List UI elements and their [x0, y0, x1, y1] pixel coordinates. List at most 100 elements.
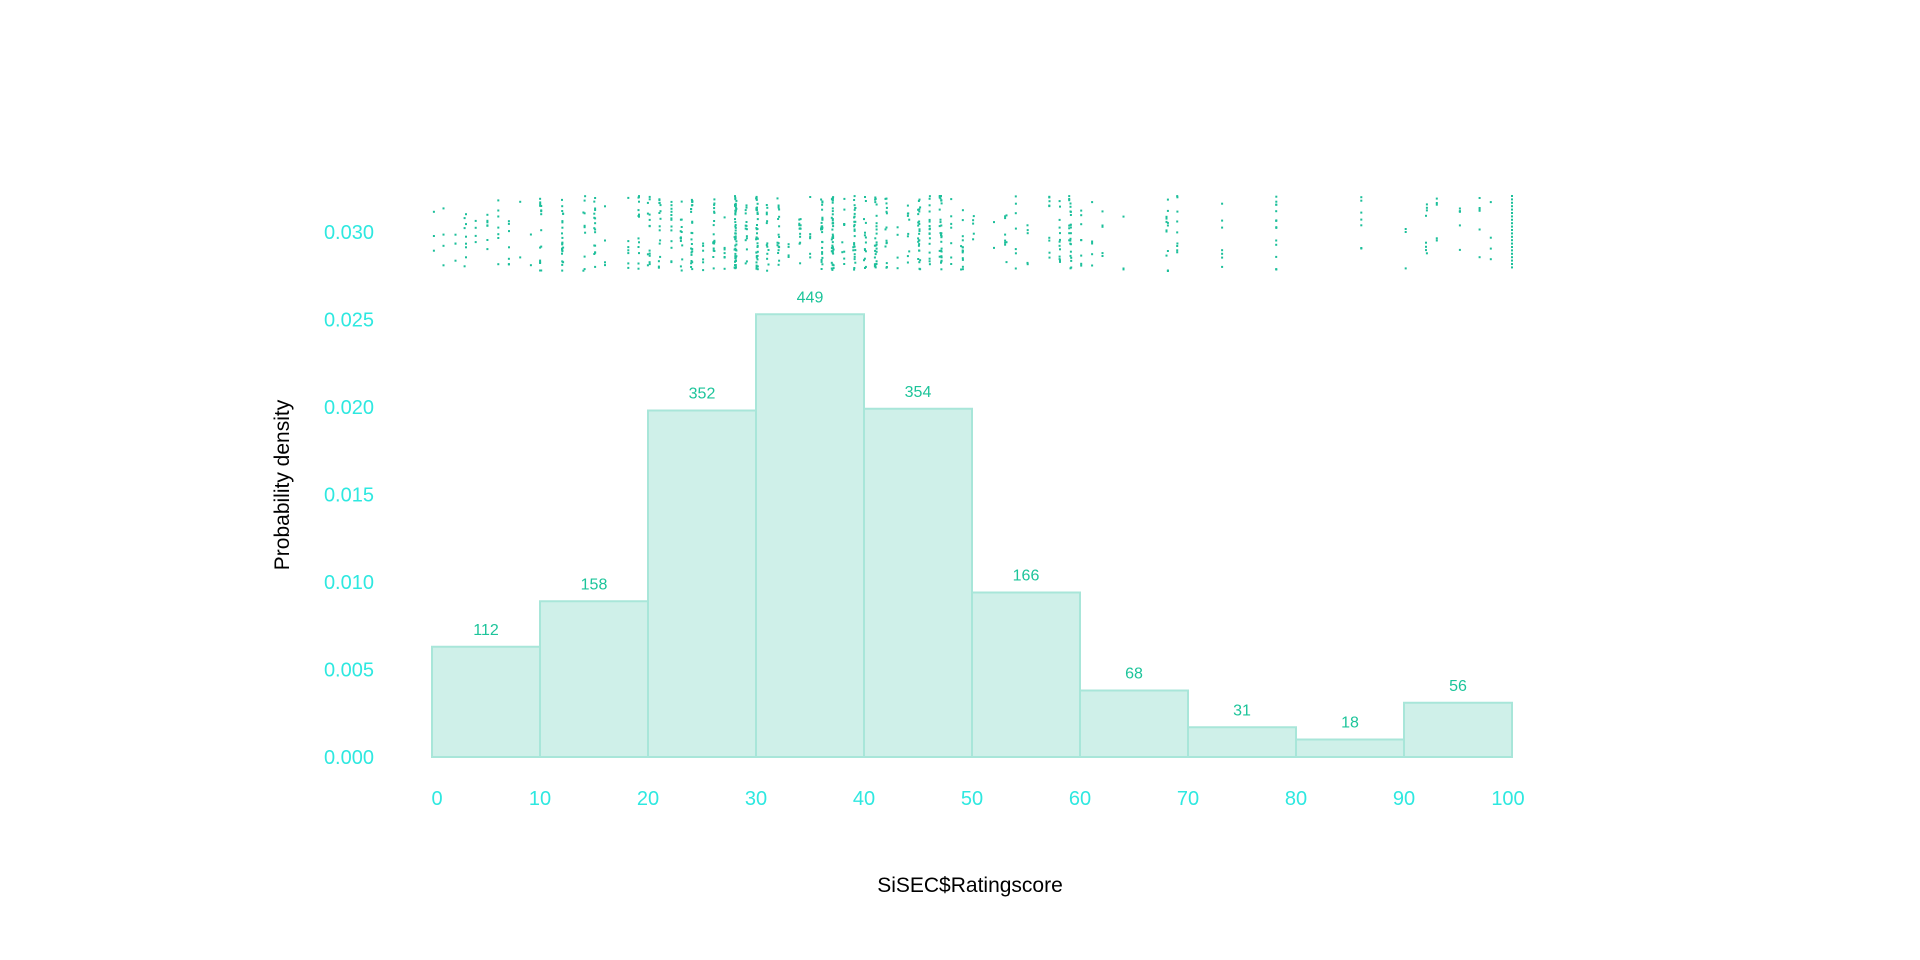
rug-mark	[1058, 240, 1061, 243]
rug-mark	[734, 252, 737, 255]
rug-mark	[745, 224, 748, 227]
rug-mark	[670, 260, 673, 263]
rug-mark	[583, 212, 586, 215]
rug-mark	[755, 261, 758, 264]
rug-mark	[648, 198, 651, 201]
rug-mark	[1048, 251, 1051, 254]
rug-mark	[1511, 198, 1513, 201]
rug-mark	[734, 213, 737, 216]
x-tick-label: 0	[431, 788, 442, 810]
rug-mark	[1101, 252, 1104, 255]
rug-mark	[1404, 267, 1407, 270]
rug-mark	[474, 234, 477, 237]
rug-mark	[723, 246, 726, 249]
rug-mark	[594, 197, 597, 199]
rug-mark	[1165, 229, 1168, 232]
histogram-bar	[1403, 701, 1513, 758]
rug-mark	[1166, 269, 1169, 272]
rug-mark	[756, 242, 759, 245]
histogram-bar	[1187, 726, 1297, 758]
rug-mark	[875, 241, 878, 244]
rug-mark	[928, 257, 931, 260]
rug-mark	[820, 268, 823, 270]
rug-mark	[1489, 201, 1492, 204]
rug-mark	[832, 267, 835, 270]
rug-mark	[928, 197, 931, 200]
rug-mark	[961, 219, 964, 222]
rug-mark	[1511, 263, 1513, 265]
rug-mark	[1478, 228, 1481, 231]
rug-mark	[884, 228, 887, 231]
rug-mark	[454, 242, 457, 245]
rug-mark	[918, 208, 921, 211]
rug-mark	[679, 237, 682, 240]
rug-mark	[1005, 261, 1008, 264]
rug-mark	[507, 220, 510, 223]
rug-mark	[1014, 248, 1017, 251]
rug-mark	[874, 201, 877, 204]
rug-mark	[1511, 259, 1513, 262]
rug-mark	[1069, 214, 1072, 216]
rug-mark	[691, 250, 694, 253]
rug-mark	[875, 247, 878, 250]
rug-mark	[691, 200, 694, 203]
rug-mark	[777, 242, 780, 245]
rug-mark	[853, 258, 856, 261]
rug-mark	[1091, 264, 1094, 267]
rug-mark	[798, 222, 801, 225]
rug-mark	[658, 242, 661, 245]
rug-mark	[950, 263, 953, 265]
rug-mark	[918, 232, 921, 235]
rug-mark	[885, 226, 888, 229]
rug-mark	[864, 249, 866, 251]
rug-mark	[539, 269, 542, 272]
rug-mark	[821, 228, 824, 231]
rug-mark	[690, 253, 693, 256]
rug-mark	[702, 261, 705, 264]
rug-mark	[1176, 242, 1179, 245]
rug-mark	[734, 202, 737, 205]
rug-mark	[1360, 199, 1363, 202]
rug-mark	[778, 215, 781, 218]
rug-mark	[1435, 197, 1438, 200]
rug-mark	[1221, 256, 1224, 259]
histogram-bar	[539, 600, 649, 758]
rug-mark	[1176, 220, 1179, 223]
rug-mark	[777, 252, 780, 254]
rug-mark	[679, 218, 682, 221]
rug-mark	[1069, 232, 1072, 235]
rug-mark	[853, 204, 856, 207]
rug-mark	[1176, 196, 1179, 199]
rug-mark	[1275, 203, 1278, 206]
rug-mark	[734, 198, 737, 201]
rug-mark	[873, 256, 876, 259]
rug-mark	[733, 266, 736, 269]
rug-mark	[940, 250, 943, 253]
rug-mark	[875, 263, 878, 265]
rug-mark	[734, 237, 737, 240]
rug-mark	[713, 198, 716, 201]
rug-mark	[474, 226, 477, 229]
rug-mark	[972, 238, 975, 241]
rug-mark	[646, 212, 649, 215]
rug-mark	[1070, 256, 1073, 259]
rug-mark	[831, 201, 834, 204]
rug-mark	[691, 248, 694, 251]
rug-mark	[1048, 205, 1051, 208]
rug-mark	[765, 213, 768, 216]
rug-mark	[1014, 202, 1017, 205]
rug-mark	[832, 237, 835, 239]
rug-mark	[787, 245, 790, 248]
rug-mark	[734, 238, 737, 241]
rug-mark	[950, 242, 953, 245]
rug-mark	[1221, 226, 1224, 229]
rug-mark	[561, 226, 564, 229]
rug-mark	[1176, 231, 1179, 234]
rug-mark	[735, 240, 738, 243]
rug-mark	[690, 208, 693, 211]
rug-mark	[539, 201, 542, 204]
rug-mark	[712, 233, 715, 236]
rug-mark	[961, 250, 964, 253]
rug-mark	[885, 210, 888, 213]
